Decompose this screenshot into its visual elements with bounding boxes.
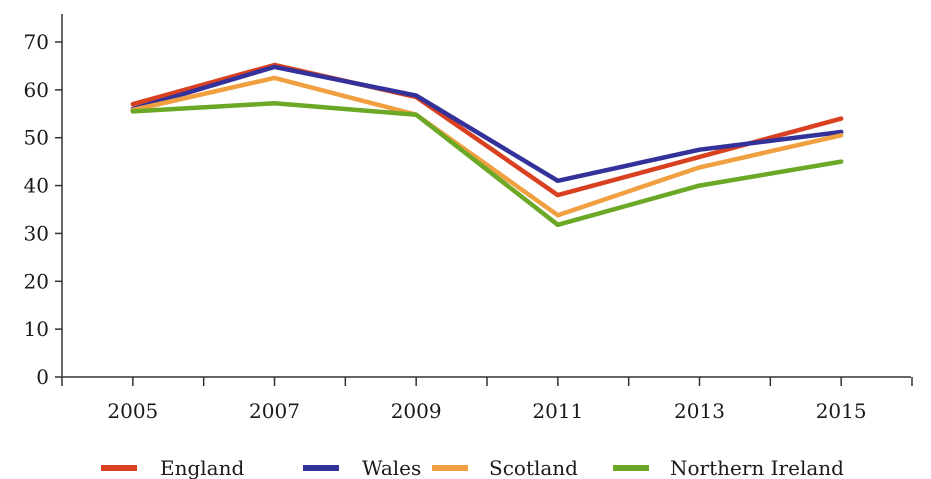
x-tick-label: 2005 <box>107 399 158 423</box>
series-line-wales <box>130 64 844 184</box>
y-tick-label: 20 <box>24 269 49 293</box>
legend-label-scotland: Scotland <box>489 456 578 479</box>
y-tick-label: 70 <box>24 30 49 54</box>
y-tick-label: 40 <box>24 174 49 198</box>
legend: England Wales Scotland Northern Ireland <box>101 456 844 479</box>
y-tick-label: 0 <box>36 365 49 389</box>
axes: 0 10 20 30 40 50 60 70 2005 2007 2009 2011 2013 2015 <box>24 14 913 423</box>
y-tick-label: 60 <box>24 78 49 102</box>
series-line-northern-ireland <box>130 101 844 228</box>
y-tick-label: 10 <box>24 317 49 341</box>
x-tick-label: 2013 <box>674 399 725 423</box>
legend-label-wales: Wales <box>362 456 421 479</box>
x-tick-label: 2009 <box>391 399 442 423</box>
series-lines <box>130 62 844 228</box>
x-tick-label: 2015 <box>816 399 867 423</box>
x-tick-label: 2007 <box>249 399 300 423</box>
series-line-england <box>130 62 844 198</box>
series-line-scotland <box>130 75 844 218</box>
y-tick-label: 30 <box>24 221 49 245</box>
y-tick-label: 50 <box>24 126 49 150</box>
x-tick-label: 2011 <box>532 399 583 423</box>
legend-label-northern-ireland: Northern Ireland <box>670 456 844 479</box>
legend-label-england: England <box>160 456 244 479</box>
